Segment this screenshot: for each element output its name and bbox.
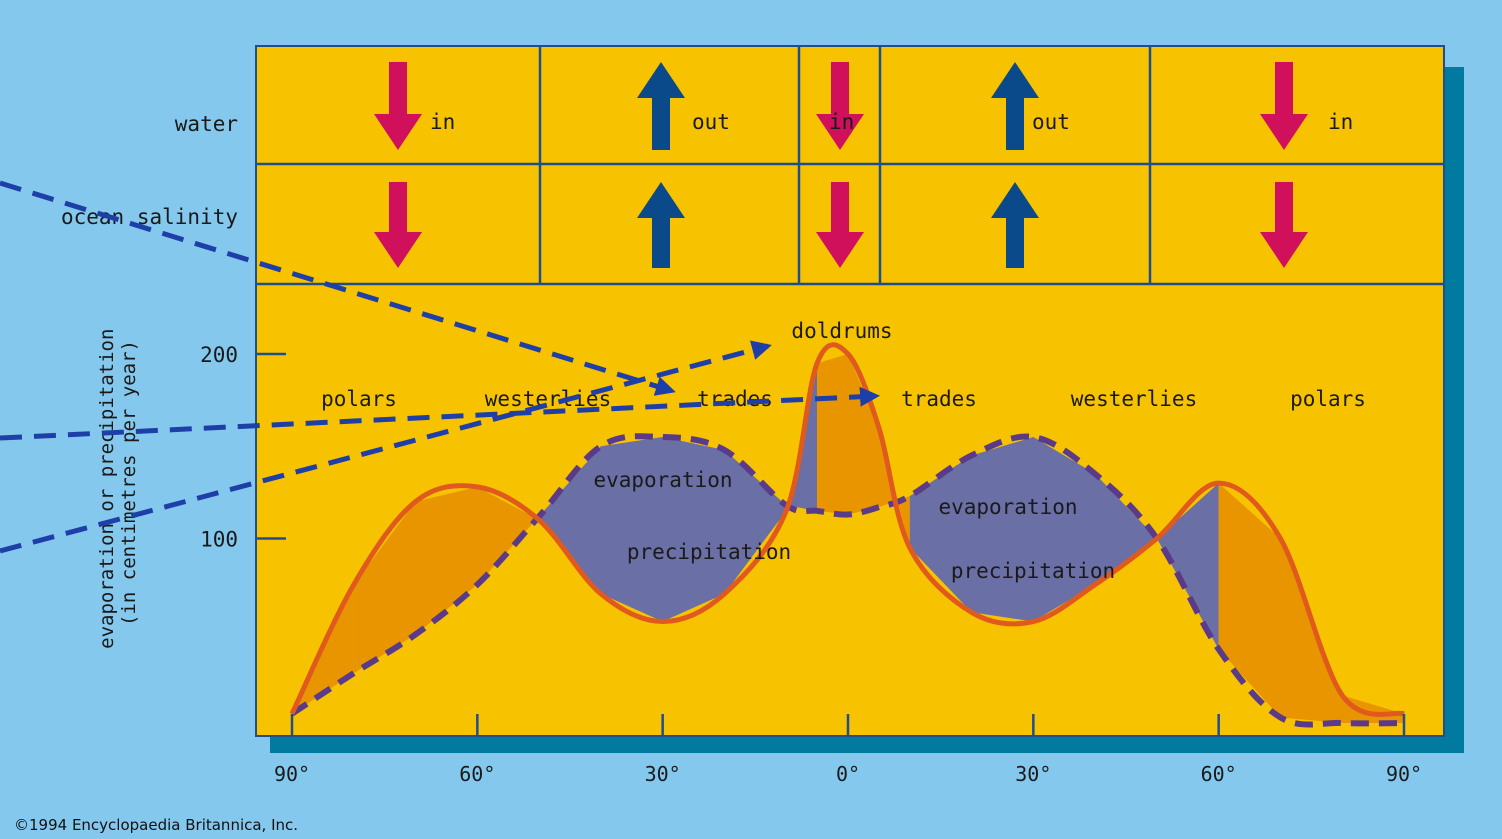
arrow-down-icon — [816, 182, 864, 268]
arrow-down-icon — [816, 62, 864, 150]
water-flow-label-2: in — [829, 110, 854, 134]
x-tick-label: 30° — [1015, 762, 1051, 786]
row-label-water: water — [175, 112, 238, 136]
precipitation-label-north: precipitation — [627, 540, 791, 564]
precipitation-excess-region — [817, 354, 910, 548]
y-tick-label: 100 — [200, 528, 238, 552]
doldrums-label: doldrums — [791, 319, 892, 343]
arrow-down-icon — [374, 62, 422, 150]
x-tick-label: 90° — [274, 762, 310, 786]
arrow-down-icon — [1260, 62, 1308, 150]
precipitation-excess-region — [1218, 483, 1404, 723]
arrow-down-icon — [1260, 182, 1308, 268]
wind-label-polars-north: polars — [321, 387, 397, 411]
arrow-up-icon — [637, 182, 685, 268]
water-flow-label-0: in — [430, 110, 455, 134]
pointer-arrow-to-doldrums — [0, 340, 772, 554]
precipitation-label-south: precipitation — [951, 559, 1115, 583]
wind-label-trades-north: trades — [697, 387, 773, 411]
arrow-cells: in out in out in — [374, 62, 1353, 268]
evaporation-excess-region — [909, 437, 1219, 650]
arrow-down-icon — [374, 182, 422, 268]
x-tick-label: 0° — [836, 762, 860, 786]
y-tick-label: 200 — [200, 343, 238, 367]
precipitation-excess-region — [353, 486, 540, 674]
water-flow-label-3: out — [1032, 110, 1070, 134]
pointer-arrow-across-trades — [0, 386, 880, 441]
pointer-arrow-to-trades — [0, 180, 676, 396]
evaporation-label-north: evaporation — [593, 468, 732, 492]
evaporation-line — [290, 433, 1405, 728]
wind-label-westerlies-south: westerlies — [1071, 387, 1197, 411]
overlay-annotations — [0, 180, 880, 554]
x-tick-label: 30° — [645, 762, 681, 786]
row-label-salinity: ocean salinity — [61, 205, 238, 229]
copyright-notice: ©1994 Encyclopaedia Britannica, Inc. — [14, 816, 299, 834]
water-flow-label-1: out — [692, 110, 730, 134]
wind-label-polars-south: polars — [1290, 387, 1366, 411]
x-tick-label: 60° — [459, 762, 495, 786]
wind-label-westerlies-north: westerlies — [485, 387, 611, 411]
arrow-up-icon — [991, 62, 1039, 150]
evaporation-excess-region — [539, 363, 818, 622]
arrow-up-icon — [991, 182, 1039, 268]
x-tick-label: 60° — [1201, 762, 1237, 786]
wind-label-trades-south: trades — [901, 387, 977, 411]
plot-area — [289, 342, 1405, 728]
y-axis-label: evaporation or precipitation (in centime… — [96, 317, 140, 649]
precipitation-line — [289, 342, 1405, 717]
arrow-up-icon — [637, 62, 685, 150]
evaporation-label-south: evaporation — [938, 495, 1077, 519]
axes: 90° 60° 30° 0° 30° 60° 90° 100 200 — [200, 343, 1422, 786]
x-tick-label: 90° — [1386, 762, 1422, 786]
water-salinity-table — [256, 46, 1444, 286]
water-flow-label-4: in — [1328, 110, 1353, 134]
